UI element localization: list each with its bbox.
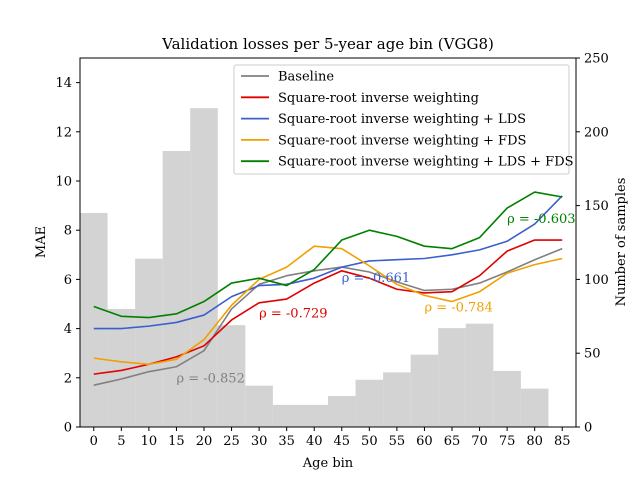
rho-annotation: ρ = -0.603	[507, 212, 575, 227]
histogram-bar	[438, 328, 466, 427]
histogram-bar	[300, 404, 328, 427]
y2-tick-label: 50	[584, 347, 601, 362]
y2-tick-label: 250	[584, 52, 609, 67]
plot-frame	[79, 57, 577, 428]
y-tick-label: 4	[64, 322, 72, 337]
x-tick-label: 85	[554, 434, 571, 449]
rho-annotation: ρ = -0.729	[259, 307, 327, 322]
legend-entry: Baseline	[278, 70, 334, 85]
histogram-bar	[465, 323, 494, 427]
legend-entry: Square-root inverse weighting + LDS	[278, 112, 526, 127]
y2-axis-label: Number of samples	[614, 178, 629, 307]
histogram-bar	[410, 354, 439, 427]
y-tick-label: 12	[55, 125, 72, 140]
y-tick-label: 6	[64, 273, 72, 288]
series-line	[93, 245, 563, 366]
histogram-bar	[80, 212, 108, 427]
x-tick-label: 65	[444, 434, 461, 449]
x-tick-label: 70	[471, 434, 488, 449]
x-tick-label: 55	[389, 434, 406, 449]
x-tick-label: 5	[117, 434, 125, 449]
histogram-bar	[328, 396, 356, 427]
rho-annotation: ρ = -0.852	[176, 372, 244, 387]
series-line	[93, 195, 563, 330]
legend: Baseline Square-root inverse weighting Squ…	[233, 64, 574, 175]
histogram-bar	[245, 385, 273, 427]
histogram-bar	[217, 325, 246, 427]
rho-annotation: ρ = -0.784	[424, 300, 492, 315]
rho-annotation: ρ = -0.661	[342, 271, 410, 286]
y-tick-label: 2	[64, 371, 72, 386]
x-tick-label: 20	[196, 434, 213, 449]
x-tick-label: 35	[278, 434, 295, 449]
y-axis-ticks: 0 2 4 6 8 10 12 14	[55, 76, 80, 436]
x-tick-label: 60	[416, 434, 433, 449]
histogram-bar	[162, 150, 191, 427]
x-tick-label: 10	[141, 434, 158, 449]
y-tick-label: 0	[64, 421, 72, 436]
x-tick-label: 45	[334, 434, 351, 449]
histogram-bar	[520, 388, 549, 427]
legend-entry: Square-root inverse weighting	[278, 91, 479, 106]
x-tick-label: 30	[251, 434, 268, 449]
x-tick-label: 80	[526, 434, 543, 449]
x-tick-label: 50	[361, 434, 378, 449]
y-tick-label: 14	[55, 76, 72, 91]
y-tick-label: 8	[64, 224, 72, 239]
chart-title: Validation losses per 5-year age bin (VG…	[161, 35, 494, 53]
histogram-bar	[135, 258, 163, 427]
legend-entry: Square-root inverse weighting + LDS + FD…	[278, 155, 574, 170]
x-tick-label: 15	[168, 434, 185, 449]
series-line	[93, 247, 563, 386]
y2-axis-ticks: 0 50 100 150 200 250	[576, 52, 609, 436]
series-lines	[93, 191, 563, 386]
y2-tick-label: 200	[584, 125, 609, 140]
x-tick-label: 0	[90, 434, 98, 449]
legend-entry: Square-root inverse weighting + FDS	[278, 133, 526, 148]
x-tick-label: 25	[223, 434, 240, 449]
x-tick-label: 40	[306, 434, 323, 449]
y-tick-label: 10	[55, 175, 72, 190]
series-line	[93, 191, 563, 319]
histogram	[80, 108, 549, 428]
y2-tick-label: 100	[584, 273, 609, 288]
y2-tick-label: 150	[584, 199, 609, 214]
x-axis-ticks: 0 5 10 15 20 25 30 35 40 45 50 55 60 65 70 75 80 85	[90, 427, 571, 449]
histogram-bar	[493, 370, 521, 427]
series-line	[93, 239, 563, 375]
x-axis-label: Age bin	[302, 456, 354, 471]
y-axis-label: MAE	[34, 226, 49, 258]
histogram-bar	[355, 379, 384, 427]
histogram-bar	[272, 404, 301, 427]
legend-box	[233, 64, 570, 175]
histogram-bar	[383, 372, 411, 427]
x-tick-label: 75	[499, 434, 516, 449]
annotations: ρ = -0.852 ρ = -0.729 ρ = -0.661 ρ = -0.784…	[176, 212, 575, 387]
y2-tick-label: 0	[584, 421, 592, 436]
histogram-bar	[190, 108, 218, 428]
